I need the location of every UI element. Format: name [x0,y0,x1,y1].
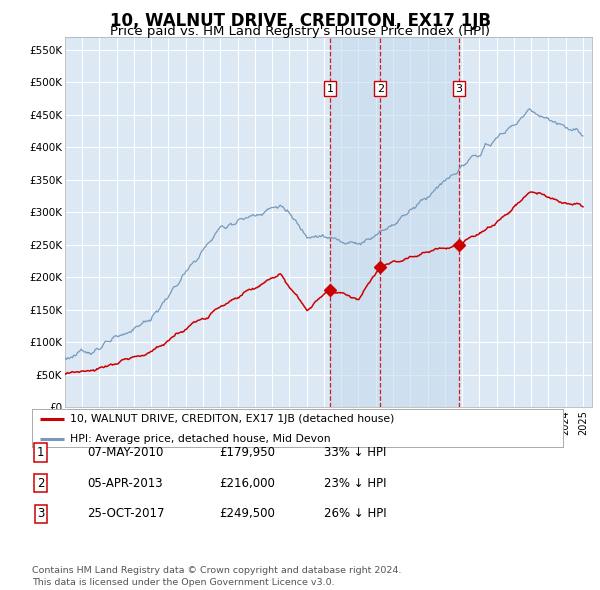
Text: £179,950: £179,950 [219,446,275,459]
Text: 23% ↓ HPI: 23% ↓ HPI [324,477,386,490]
Text: 2: 2 [37,477,44,490]
Text: 2: 2 [377,84,384,94]
Bar [330,37,459,407]
Text: 10, WALNUT DRIVE, CREDITON, EX17 1JB: 10, WALNUT DRIVE, CREDITON, EX17 1JB [110,12,491,30]
Text: 07-MAY-2010: 07-MAY-2010 [87,446,163,459]
Text: 25-OCT-2017: 25-OCT-2017 [87,507,164,520]
Text: 3: 3 [455,84,462,94]
Text: 05-APR-2013: 05-APR-2013 [87,477,163,490]
Text: 33% ↓ HPI: 33% ↓ HPI [324,446,386,459]
Text: HPI: Average price, detached house, Mid Devon: HPI: Average price, detached house, Mid … [70,434,331,444]
Text: 10, WALNUT DRIVE, CREDITON, EX17 1JB (detached house): 10, WALNUT DRIVE, CREDITON, EX17 1JB (de… [70,414,394,424]
Text: Price paid vs. HM Land Registry's House Price Index (HPI): Price paid vs. HM Land Registry's House … [110,25,490,38]
Text: £249,500: £249,500 [219,507,275,520]
Text: 3: 3 [37,507,44,520]
Text: 1: 1 [326,84,334,94]
Text: Contains HM Land Registry data © Crown copyright and database right 2024.
This d: Contains HM Land Registry data © Crown c… [32,566,401,587]
Text: 26% ↓ HPI: 26% ↓ HPI [324,507,386,520]
Text: £216,000: £216,000 [219,477,275,490]
Text: 1: 1 [37,446,44,459]
